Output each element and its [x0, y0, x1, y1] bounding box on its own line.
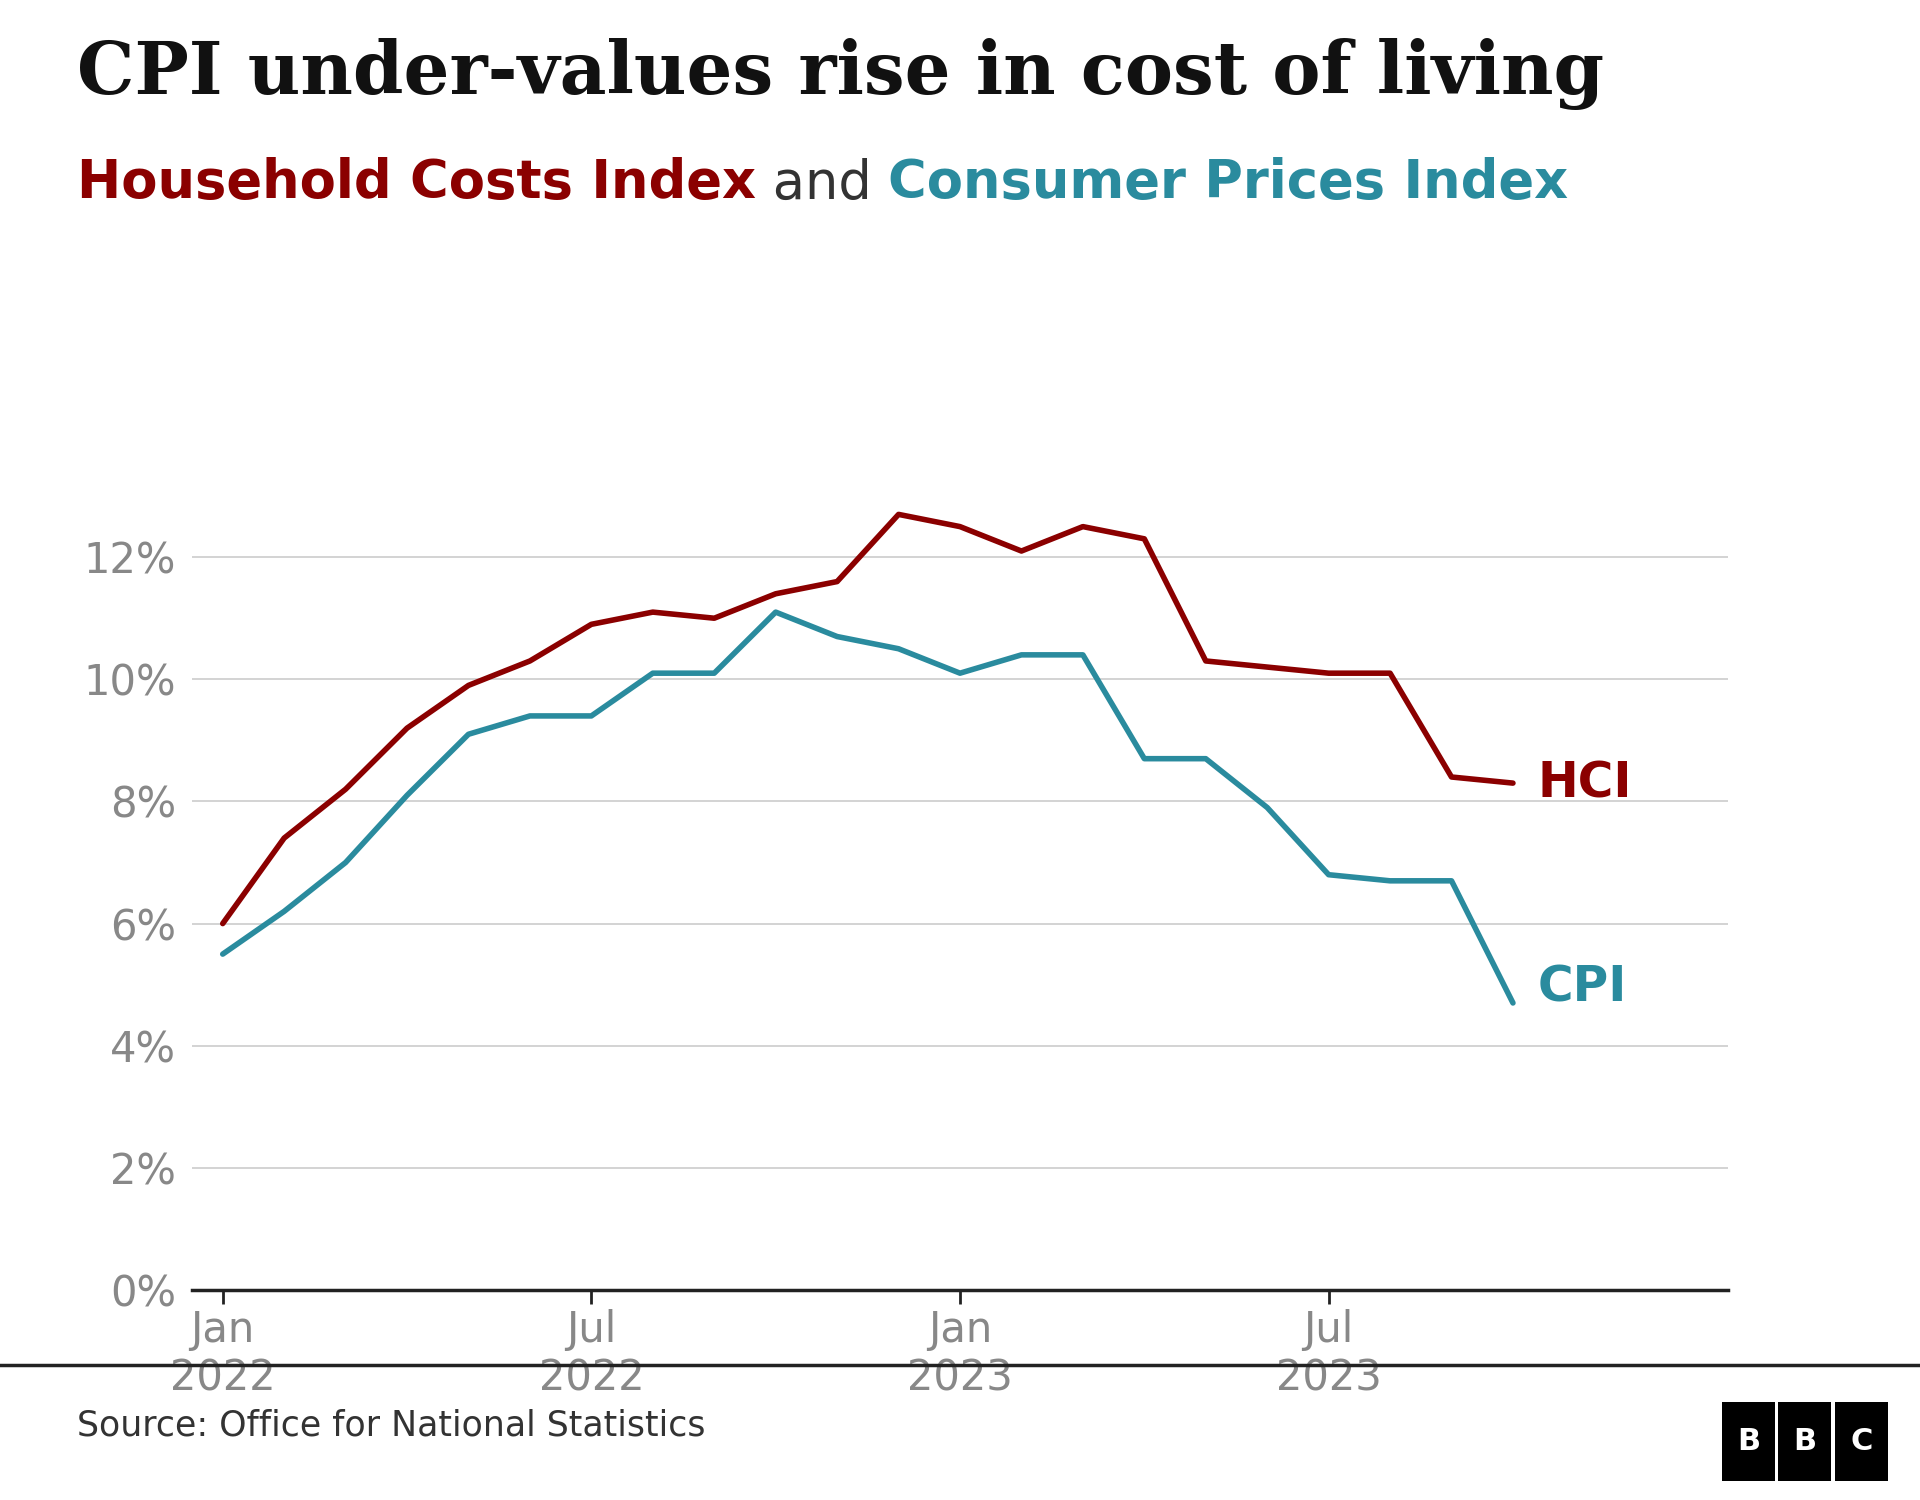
Text: Source: Office for National Statistics: Source: Office for National Statistics — [77, 1408, 705, 1442]
Text: B: B — [1793, 1426, 1816, 1456]
Text: Consumer Prices Index: Consumer Prices Index — [889, 158, 1569, 210]
Text: Household Costs Index: Household Costs Index — [77, 158, 756, 210]
Text: CPI: CPI — [1538, 963, 1626, 1011]
Bar — [1722, 1402, 1774, 1480]
Text: C: C — [1851, 1426, 1872, 1456]
Text: HCI: HCI — [1538, 759, 1632, 807]
Text: CPI under-values rise in cost of living: CPI under-values rise in cost of living — [77, 38, 1603, 109]
Bar — [1778, 1402, 1832, 1480]
Text: and: and — [756, 158, 889, 210]
Bar — [1836, 1402, 1887, 1480]
Text: B: B — [1738, 1426, 1761, 1456]
